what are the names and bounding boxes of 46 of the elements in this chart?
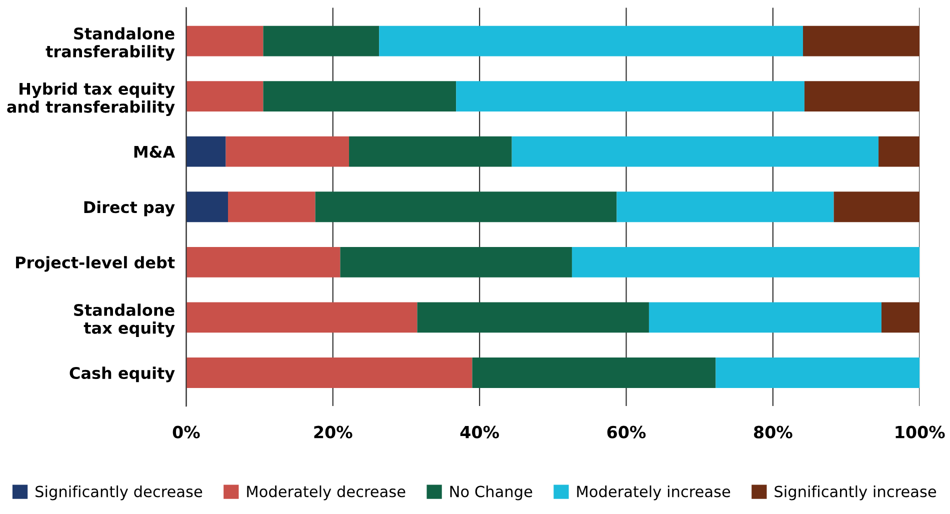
legend-label: Significantly decrease	[36, 485, 202, 500]
bar	[804, 81, 920, 112]
bar	[834, 192, 920, 222]
bar	[186, 358, 472, 388]
bar	[186, 81, 264, 112]
bar	[263, 26, 380, 56]
bar	[512, 136, 879, 167]
bar	[716, 358, 920, 388]
y-tick-label: Hybrid tax equity and transferability	[7, 82, 175, 116]
legend-label: Moderately increase	[577, 485, 730, 500]
bar	[878, 136, 920, 167]
x-tick-label: 80%	[754, 426, 792, 438]
bar	[186, 26, 264, 56]
y-tick-label: Cash equity	[70, 366, 175, 382]
bar	[417, 302, 649, 333]
legend-label: No Change	[450, 485, 532, 500]
y-tick-label: Direct pay	[84, 200, 175, 216]
bar	[315, 192, 617, 222]
bar	[379, 26, 803, 56]
bar	[472, 358, 716, 388]
y-tick-label: Standalone tax equity	[74, 304, 175, 338]
bar	[186, 246, 340, 278]
y-tick-label: M&A	[134, 146, 176, 158]
bar	[340, 246, 572, 278]
bar	[226, 136, 350, 167]
bar	[349, 136, 512, 167]
bar	[186, 302, 418, 333]
y-tick-label: Project-level debt	[16, 256, 175, 272]
bar	[802, 26, 920, 56]
bar	[228, 192, 316, 222]
legend-label: Moderately decrease	[247, 485, 406, 500]
x-tick-label: 40%	[460, 426, 499, 438]
bar	[616, 192, 834, 222]
x-tick-label: 0%	[172, 426, 200, 438]
bar	[186, 192, 228, 222]
bar	[456, 81, 804, 112]
y-tick-label: Standalone transferability	[46, 27, 175, 61]
legend-label: Significantly increase	[774, 485, 936, 500]
bar	[186, 136, 226, 167]
bar	[572, 246, 920, 278]
x-tick-label: 60%	[607, 426, 646, 438]
bar	[263, 81, 456, 112]
x-tick-label: 20%	[314, 426, 352, 438]
bar	[881, 302, 920, 333]
bar	[648, 302, 882, 333]
x-tick-label: 100%	[896, 426, 945, 438]
